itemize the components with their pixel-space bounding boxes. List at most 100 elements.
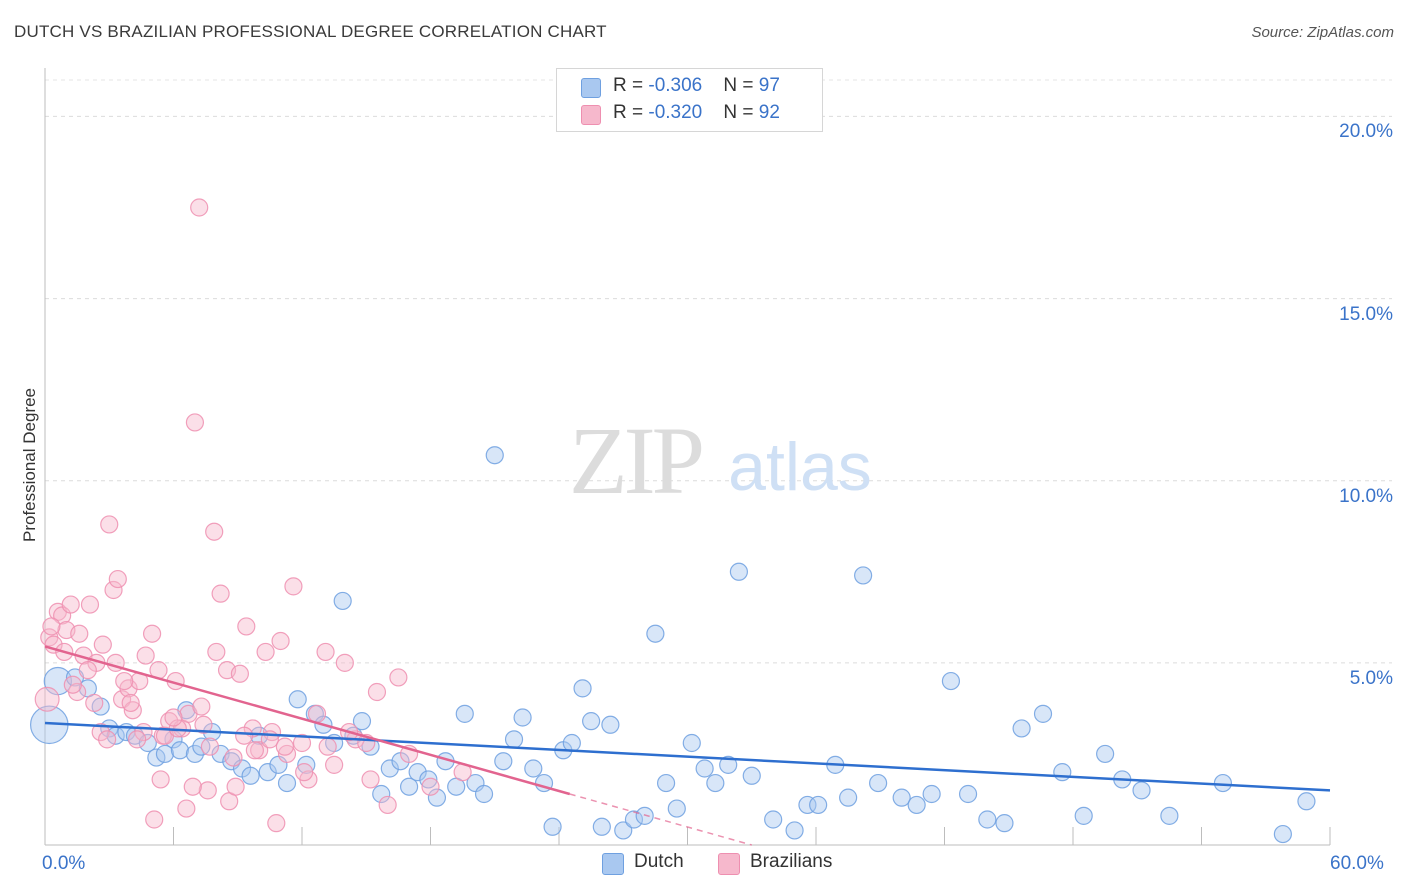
point-dutch xyxy=(978,810,997,829)
watermark-zip: ZIP xyxy=(569,407,702,514)
point-dutch xyxy=(170,741,190,760)
point-dutch xyxy=(380,759,399,778)
trend-line-dutch xyxy=(44,721,1331,792)
legend-n-value-brazilians: 92 xyxy=(758,102,780,123)
point-dutch xyxy=(352,712,372,731)
point-brazilian xyxy=(256,642,275,662)
point-brazilian xyxy=(70,624,89,643)
point-dutch xyxy=(592,817,611,836)
point-dutch xyxy=(1074,806,1093,825)
point-brazilian xyxy=(93,635,112,654)
legend-r-value-dutch: -0.306 xyxy=(648,75,703,96)
point-brazilian xyxy=(78,661,97,680)
point-dutch xyxy=(719,755,738,774)
x-tick-max: 60.0% xyxy=(1330,853,1384,874)
point-dutch xyxy=(614,821,633,840)
point-brazilian xyxy=(42,617,61,636)
point-dutch xyxy=(562,733,581,753)
point-dutch xyxy=(408,763,427,782)
point-brazilian xyxy=(190,198,209,217)
point-dutch xyxy=(504,730,524,749)
point-brazilian xyxy=(198,781,217,800)
point-dutch xyxy=(892,788,911,807)
point-dutch xyxy=(1033,704,1053,723)
point-brazilian xyxy=(361,770,380,789)
y-tick-label: 15.0% xyxy=(1339,303,1393,325)
point-dutch xyxy=(941,671,961,691)
point-brazilian xyxy=(275,737,294,756)
point-dutch xyxy=(1132,781,1151,800)
point-brazilian xyxy=(367,682,387,702)
trend-line-brazilians xyxy=(44,645,571,796)
point-dutch xyxy=(635,806,654,825)
watermark: ZIP atlas xyxy=(569,407,872,514)
point-dutch xyxy=(543,817,562,836)
point-brazilian xyxy=(421,777,440,796)
point-dutch xyxy=(624,810,644,829)
y-tick-label: 20.0% xyxy=(1339,121,1393,143)
legend-text-dutch: R = -0.306 N = 97 xyxy=(613,75,780,97)
point-brazilian xyxy=(316,642,335,662)
point-brazilian xyxy=(185,413,205,432)
point-dutch xyxy=(455,704,474,723)
point-dutch xyxy=(277,773,297,793)
point-dutch xyxy=(809,795,828,815)
point-brazilian xyxy=(284,577,303,596)
point-dutch xyxy=(288,690,307,709)
point-brazilian xyxy=(389,668,408,687)
point-brazilian xyxy=(277,744,297,764)
point-dutch xyxy=(582,712,601,731)
point-dutch xyxy=(682,733,701,753)
point-brazilian xyxy=(226,777,245,796)
point-dutch xyxy=(729,562,749,581)
point-brazilian xyxy=(80,595,100,614)
point-dutch xyxy=(485,446,504,465)
point-brazilian xyxy=(271,631,290,651)
point-dutch xyxy=(1213,773,1233,793)
legend-swatch-brazilians xyxy=(581,105,601,125)
point-brazilian xyxy=(211,584,230,603)
point-brazilian xyxy=(151,770,170,789)
bottom-legend-label-dutch: Dutch xyxy=(634,851,684,872)
point-brazilian xyxy=(91,722,110,742)
point-dutch xyxy=(922,784,941,804)
point-dutch xyxy=(695,759,714,778)
point-brazilian xyxy=(237,617,256,636)
point-dutch xyxy=(573,679,592,698)
point-dutch xyxy=(706,773,725,793)
point-dutch xyxy=(785,821,804,840)
point-dutch xyxy=(1273,824,1292,844)
point-dutch xyxy=(742,766,761,785)
point-dutch xyxy=(667,799,686,818)
point-brazilian xyxy=(164,708,183,727)
point-brazilian xyxy=(61,595,80,614)
point-dutch xyxy=(995,814,1014,833)
point-dutch xyxy=(155,744,175,764)
point-brazilian xyxy=(121,693,140,713)
point-brazilian xyxy=(192,697,211,716)
point-dutch xyxy=(1096,744,1115,764)
point-brazilian xyxy=(378,795,397,815)
point-brazilian xyxy=(245,741,264,760)
point-dutch xyxy=(427,788,447,807)
point-dutch xyxy=(333,591,352,611)
point-dutch xyxy=(798,795,817,815)
point-brazilian xyxy=(307,704,327,723)
grid-layer xyxy=(45,79,1392,664)
point-brazilian xyxy=(63,675,82,694)
point-dutch xyxy=(839,788,858,807)
point-dutch xyxy=(646,624,665,643)
point-brazilian xyxy=(230,664,249,683)
source-label: Source: ZipAtlas.com xyxy=(1251,24,1394,41)
legend-n-value-dutch: 97 xyxy=(758,75,780,96)
point-brazilian xyxy=(177,799,196,818)
point-brazilian xyxy=(194,715,213,734)
point-dutch xyxy=(907,795,926,815)
point-dutch xyxy=(764,810,783,829)
axis-layer xyxy=(44,68,1331,846)
point-dutch xyxy=(185,744,205,764)
point-dutch xyxy=(524,759,543,778)
bottom-legend-label-brazilians: Brazilians xyxy=(750,851,833,872)
point-brazilian xyxy=(108,569,127,589)
point-dutch xyxy=(399,777,419,796)
